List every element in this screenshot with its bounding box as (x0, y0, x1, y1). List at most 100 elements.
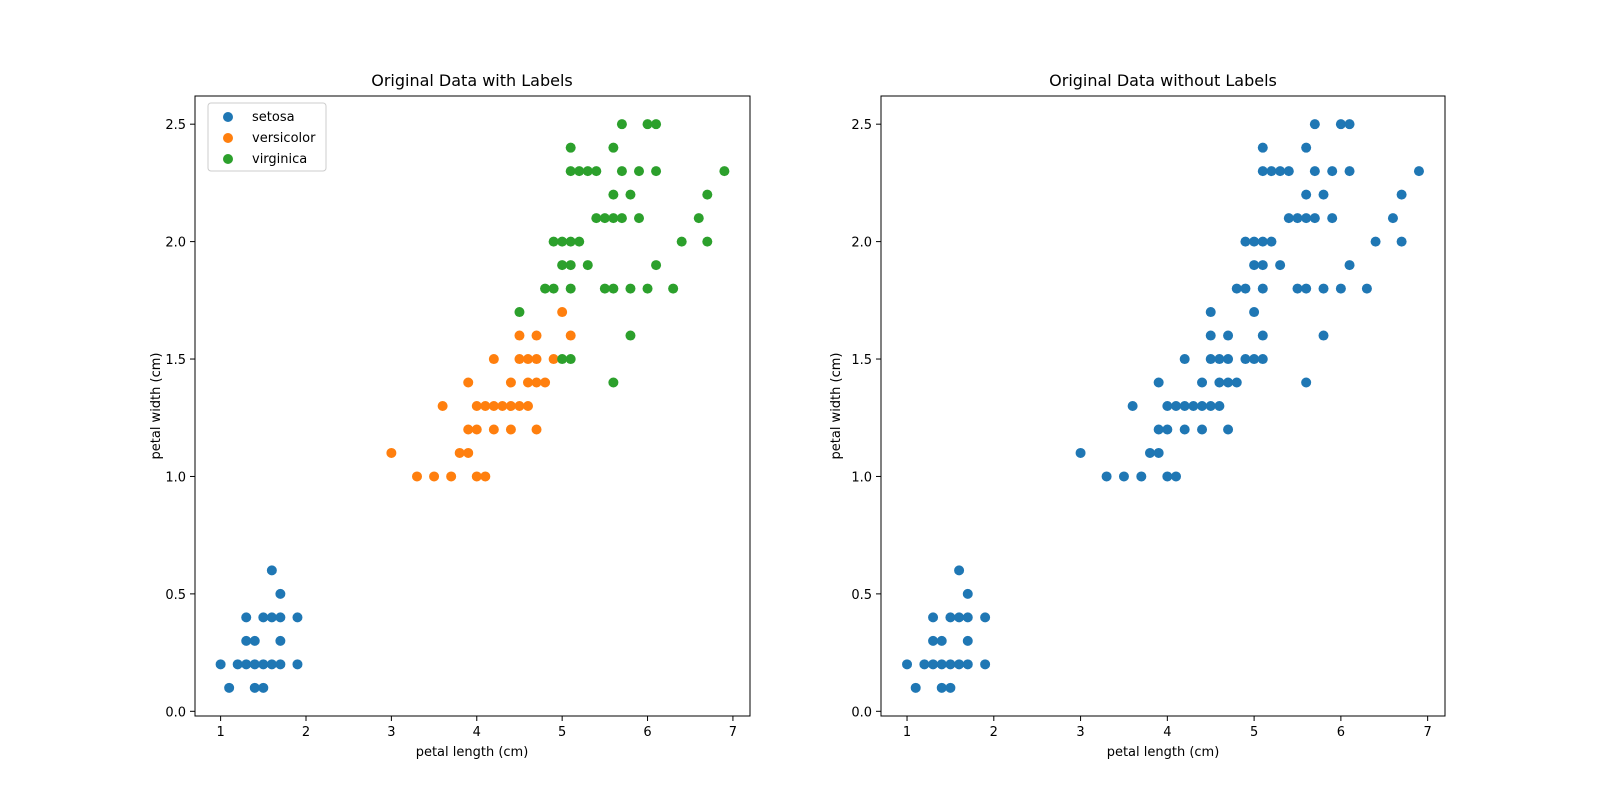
left-point-versicolor (497, 401, 508, 411)
right-y-tick-label: 0.0 (851, 705, 872, 720)
right-point-series (1344, 260, 1355, 271)
right-point-series (1144, 447, 1155, 458)
left-point-virginica (693, 213, 704, 224)
left-point-setosa (215, 659, 226, 670)
right-point-series (1266, 236, 1277, 247)
left-point-virginica (582, 166, 593, 177)
right-point-series (1197, 377, 1208, 388)
left-point-setosa (266, 565, 277, 576)
left-point-virginica (625, 283, 636, 294)
right-point-series (1197, 401, 1208, 411)
right-y-tick-label: 1.0 (851, 470, 872, 485)
right-point-series (928, 612, 939, 623)
left-y-axis-label: petal width (cm) (149, 353, 164, 460)
right-point-series (1075, 447, 1086, 458)
left-point-virginica (565, 166, 576, 177)
left-y-tick-label: 1.5 (165, 353, 186, 368)
legend-label-setosa: setosa (252, 110, 295, 125)
right-point-series (1301, 189, 1312, 200)
left-point-virginica (557, 260, 568, 271)
right-point-series (1309, 213, 1320, 224)
right-point-series (954, 659, 965, 670)
right-scatter-panel: Original Data without Labels 1 2 3 4 5 6 7 0.0 0… (829, 71, 1446, 760)
left-point-setosa (249, 682, 260, 693)
right-x-tick-label: 1 (903, 725, 911, 740)
left-point-virginica (599, 213, 610, 224)
right-y-tick-label: 2.0 (851, 236, 872, 251)
right-point-series (1301, 142, 1312, 153)
left-point-virginica (548, 283, 559, 294)
left-point-versicolor (488, 424, 499, 435)
left-point-virginica (608, 377, 619, 388)
left-point-virginica (616, 166, 627, 177)
right-point-series (1327, 166, 1338, 177)
left-point-versicolor (480, 471, 491, 482)
left-point-setosa (249, 659, 260, 670)
left-y-tick-label: 2.5 (165, 118, 186, 133)
right-point-series (1257, 330, 1268, 341)
left-point-versicolor (523, 401, 533, 411)
right-point-series (1301, 283, 1312, 294)
right-point-series (962, 612, 973, 623)
left-point-virginica (591, 213, 602, 224)
left-point-setosa (258, 659, 269, 670)
right-x-axis-label: petal length (cm) (1107, 745, 1220, 760)
right-x-tick-label: 4 (1163, 725, 1171, 740)
right-point-series (1205, 354, 1216, 365)
left-point-setosa (275, 588, 286, 599)
left-point-virginica (676, 236, 687, 247)
right-point-series (936, 682, 947, 693)
right-point-series (1396, 236, 1407, 247)
left-point-virginica (651, 119, 662, 130)
right-point-series (1257, 283, 1268, 294)
right-point-series (1257, 260, 1268, 271)
left-point-virginica (599, 283, 610, 294)
right-point-series (1223, 424, 1234, 435)
right-point-series (1249, 236, 1260, 247)
left-x-tick-label: 6 (643, 725, 651, 740)
left-point-virginica (625, 189, 636, 200)
left-point-setosa (241, 659, 252, 670)
right-y-tick-label: 2.5 (851, 118, 872, 133)
right-point-series (1171, 401, 1182, 411)
right-point-series (1231, 377, 1242, 388)
left-point-virginica (642, 119, 653, 130)
right-point-series (1197, 424, 1208, 435)
right-point-series (1257, 166, 1268, 177)
left-point-virginica (702, 189, 713, 200)
left-point-setosa (266, 659, 277, 670)
right-y-tick-label: 0.5 (851, 588, 872, 603)
left-point-setosa (292, 612, 303, 623)
left-point-versicolor (514, 401, 525, 411)
right-point-series (1153, 377, 1164, 388)
left-point-versicolor (412, 471, 422, 482)
right-point-series (1413, 166, 1424, 177)
right-point-series (962, 659, 973, 670)
left-point-virginica (608, 142, 619, 153)
right-point-series (1223, 377, 1234, 388)
right-point-series (1292, 283, 1303, 294)
right-point-series (962, 588, 973, 599)
right-point-series (1249, 260, 1260, 271)
left-point-virginica (625, 330, 636, 341)
left-scatter-panel: Original Data with Labels 1 2 3 4 5 6 70.00.51… (149, 71, 751, 760)
left-point-virginica (565, 260, 576, 271)
left-x-tick-label: 3 (387, 725, 395, 740)
right-point-series (1153, 447, 1164, 458)
left-point-virginica (642, 283, 653, 294)
right-point-series (1240, 236, 1251, 247)
left-point-versicolor (386, 447, 397, 458)
left-x-tick-label: 1 (216, 725, 224, 740)
right-axes-layer: 1 2 3 4 5 6 7 0.0 0.5 1.0 1.5 2.0 2.5 (851, 118, 1431, 740)
left-point-versicolor (471, 471, 482, 482)
left-point-virginica (651, 260, 662, 271)
right-point-series (1214, 377, 1225, 388)
right-point-series (1249, 307, 1260, 318)
right-point-series (1162, 424, 1173, 435)
left-point-virginica (574, 236, 585, 247)
left-axes-layer: 1 2 3 4 5 6 7 0.0 0.5 1.0 1.5 2.0 2.5 (165, 118, 737, 740)
left-point-versicolor (505, 401, 516, 411)
left-point-setosa (258, 682, 269, 693)
left-point-setosa (258, 612, 269, 623)
left-chart-title: Original Data with Labels (371, 71, 573, 90)
